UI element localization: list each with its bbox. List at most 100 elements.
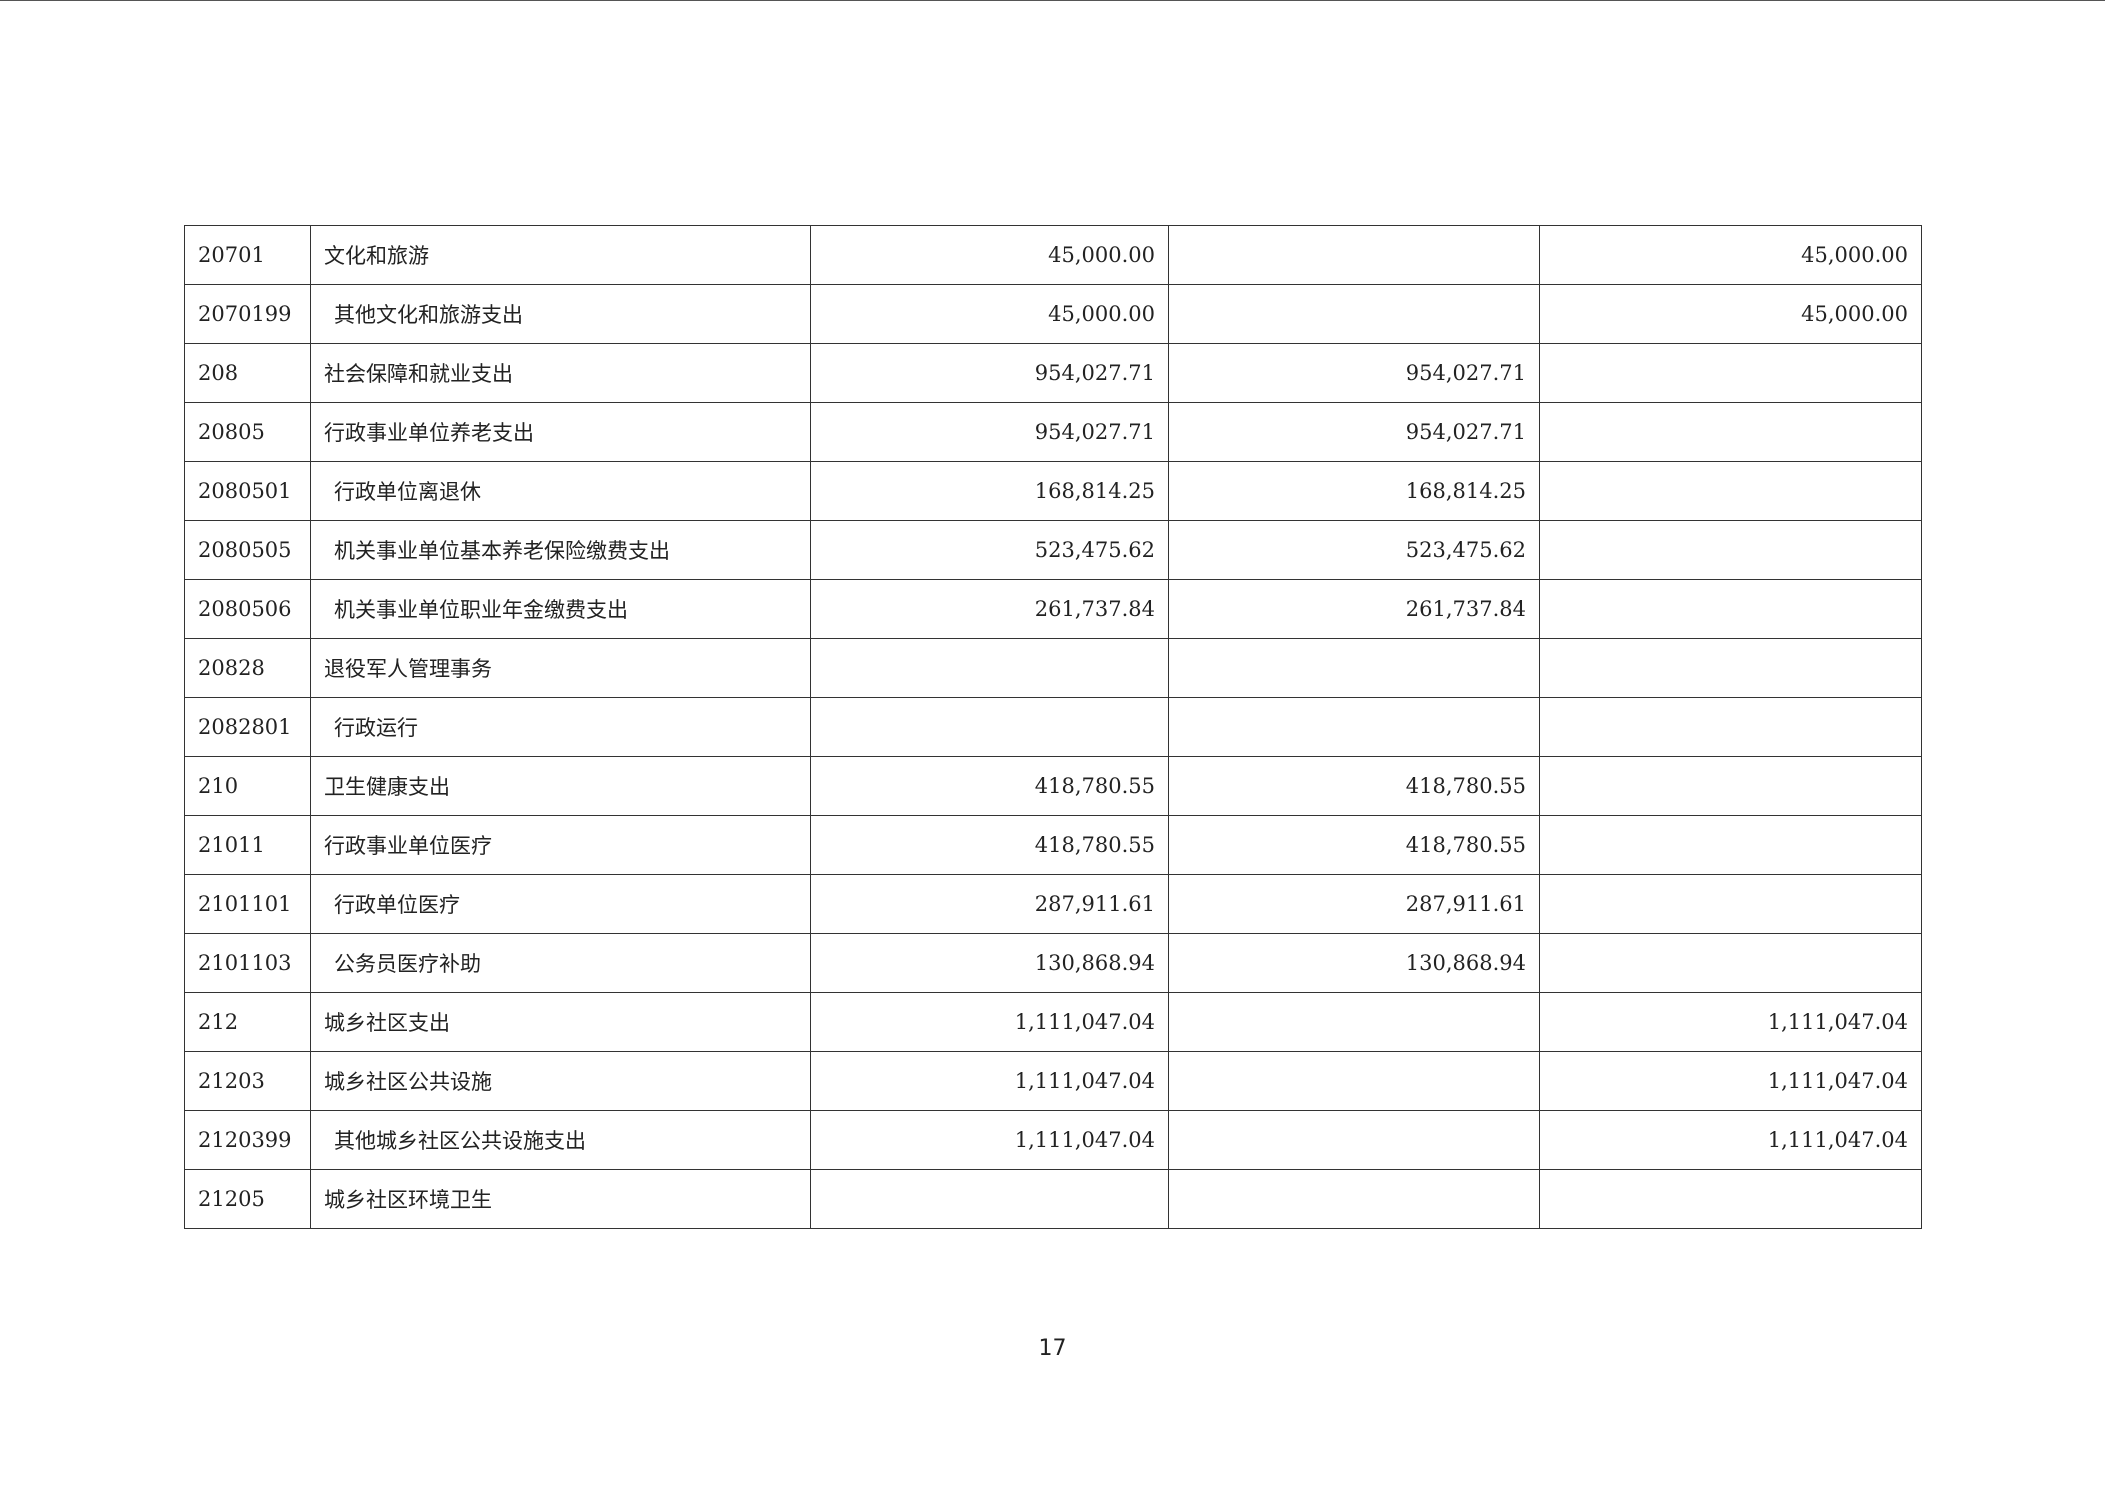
cell-name: 城乡社区公共设施 (310, 1051, 811, 1111)
cell-name: 行政事业单位养老支出 (310, 402, 811, 462)
table-row: 21205 城乡社区环境卫生 (184, 1169, 1922, 1229)
table-row: 2120399 其他城乡社区公共设施支出 1,111,047.04 1,111,047… (184, 1110, 1922, 1170)
cell-basic: 418,780.55 (1168, 815, 1540, 875)
cell-name: 城乡社区环境卫生 (310, 1169, 811, 1229)
cell-basic: 418,780.55 (1168, 756, 1540, 816)
cell-code: 2070199 (184, 284, 311, 344)
cell-project (1539, 402, 1922, 462)
cell-name: 机关事业单位基本养老保险缴费支出 (310, 520, 811, 580)
cell-total (810, 638, 1169, 698)
cell-total: 287,911.61 (810, 874, 1169, 934)
cell-total: 261,737.84 (810, 579, 1169, 639)
cell-project (1539, 697, 1922, 757)
cell-total: 1,111,047.04 (810, 992, 1169, 1052)
cell-name: 退役军人管理事务 (310, 638, 811, 698)
table-row: 210 卫生健康支出 418,780.55 418,780.55 (184, 756, 1922, 816)
cell-basic: 954,027.71 (1168, 402, 1540, 462)
cell-basic: 168,814.25 (1168, 461, 1540, 521)
cell-project (1539, 933, 1922, 993)
cell-code: 2080505 (184, 520, 311, 580)
cell-total: 418,780.55 (810, 756, 1169, 816)
table-row: 208 社会保障和就业支出 954,027.71 954,027.71 (184, 343, 1922, 403)
cell-code: 212 (184, 992, 311, 1052)
cell-basic (1168, 1051, 1540, 1111)
cell-project (1539, 1169, 1922, 1229)
cell-total: 954,027.71 (810, 402, 1169, 462)
cell-project (1539, 461, 1922, 521)
table-row: 21203 城乡社区公共设施 1,111,047.04 1,111,047.04 (184, 1051, 1922, 1111)
top-border-line (0, 0, 2105, 1)
cell-name: 其他城乡社区公共设施支出 (310, 1110, 811, 1170)
cell-code: 2080501 (184, 461, 311, 521)
cell-basic: 287,911.61 (1168, 874, 1540, 934)
cell-total: 1,111,047.04 (810, 1051, 1169, 1111)
page-number: 17 (1038, 1336, 1067, 1361)
cell-name: 行政运行 (310, 697, 811, 757)
cell-total: 1,111,047.04 (810, 1110, 1169, 1170)
table-row: 2080501 行政单位离退休 168,814.25 168,814.25 (184, 461, 1922, 521)
cell-code: 2101103 (184, 933, 311, 993)
cell-code: 20828 (184, 638, 311, 698)
cell-name: 公务员医疗补助 (310, 933, 811, 993)
cell-total: 418,780.55 (810, 815, 1169, 875)
cell-basic: 523,475.62 (1168, 520, 1540, 580)
table-row: 20701 文化和旅游 45,000.00 45,000.00 (184, 225, 1922, 285)
table-row: 20828 退役军人管理事务 (184, 638, 1922, 698)
table-row: 2080506 机关事业单位职业年金缴费支出 261,737.84 261,737.8… (184, 579, 1922, 639)
cell-project: 1,111,047.04 (1539, 1110, 1922, 1170)
table-row: 2080505 机关事业单位基本养老保险缴费支出 523,475.62 523,475… (184, 520, 1922, 580)
cell-code: 21203 (184, 1051, 311, 1111)
cell-project (1539, 343, 1922, 403)
cell-total (810, 697, 1169, 757)
cell-total: 130,868.94 (810, 933, 1169, 993)
cell-code: 208 (184, 343, 311, 403)
cell-name: 其他文化和旅游支出 (310, 284, 811, 344)
cell-code: 2101101 (184, 874, 311, 934)
cell-total: 45,000.00 (810, 284, 1169, 344)
cell-project (1539, 579, 1922, 639)
cell-code: 210 (184, 756, 311, 816)
cell-code: 20805 (184, 402, 311, 462)
table-row: 2070199 其他文化和旅游支出 45,000.00 45,000.00 (184, 284, 1922, 344)
cell-project: 45,000.00 (1539, 225, 1922, 285)
cell-name: 社会保障和就业支出 (310, 343, 811, 403)
cell-basic: 261,737.84 (1168, 579, 1540, 639)
expenditure-table: 20701 文化和旅游 45,000.00 45,000.00 2070199 其他文化和… (184, 225, 1922, 1229)
cell-total: 168,814.25 (810, 461, 1169, 521)
cell-project (1539, 815, 1922, 875)
cell-code: 20701 (184, 225, 311, 285)
cell-total (810, 1169, 1169, 1229)
table-row: 21011 行政事业单位医疗 418,780.55 418,780.55 (184, 815, 1922, 875)
table-row: 212 城乡社区支出 1,111,047.04 1,111,047.04 (184, 992, 1922, 1052)
cell-name: 城乡社区支出 (310, 992, 811, 1052)
cell-name: 卫生健康支出 (310, 756, 811, 816)
table-row: 2082801 行政运行 (184, 697, 1922, 757)
cell-project: 45,000.00 (1539, 284, 1922, 344)
cell-project: 1,111,047.04 (1539, 1051, 1922, 1111)
cell-total: 45,000.00 (810, 225, 1169, 285)
cell-basic (1168, 697, 1540, 757)
cell-basic (1168, 638, 1540, 698)
cell-project (1539, 520, 1922, 580)
cell-basic (1168, 992, 1540, 1052)
table-row: 20805 行政事业单位养老支出 954,027.71 954,027.71 (184, 402, 1922, 462)
cell-basic (1168, 1110, 1540, 1170)
cell-basic (1168, 225, 1540, 285)
cell-code: 21011 (184, 815, 311, 875)
cell-project: 1,111,047.04 (1539, 992, 1922, 1052)
cell-code: 2080506 (184, 579, 311, 639)
cell-code: 2082801 (184, 697, 311, 757)
cell-name: 文化和旅游 (310, 225, 811, 285)
cell-name: 行政单位医疗 (310, 874, 811, 934)
cell-basic (1168, 284, 1540, 344)
cell-project (1539, 756, 1922, 816)
table-row: 2101103 公务员医疗补助 130,868.94 130,868.94 (184, 933, 1922, 993)
cell-basic: 954,027.71 (1168, 343, 1540, 403)
cell-basic: 130,868.94 (1168, 933, 1540, 993)
cell-code: 2120399 (184, 1110, 311, 1170)
cell-basic (1168, 1169, 1540, 1229)
cell-name: 行政事业单位医疗 (310, 815, 811, 875)
table-row: 2101101 行政单位医疗 287,911.61 287,911.61 (184, 874, 1922, 934)
cell-project (1539, 874, 1922, 934)
cell-total: 523,475.62 (810, 520, 1169, 580)
